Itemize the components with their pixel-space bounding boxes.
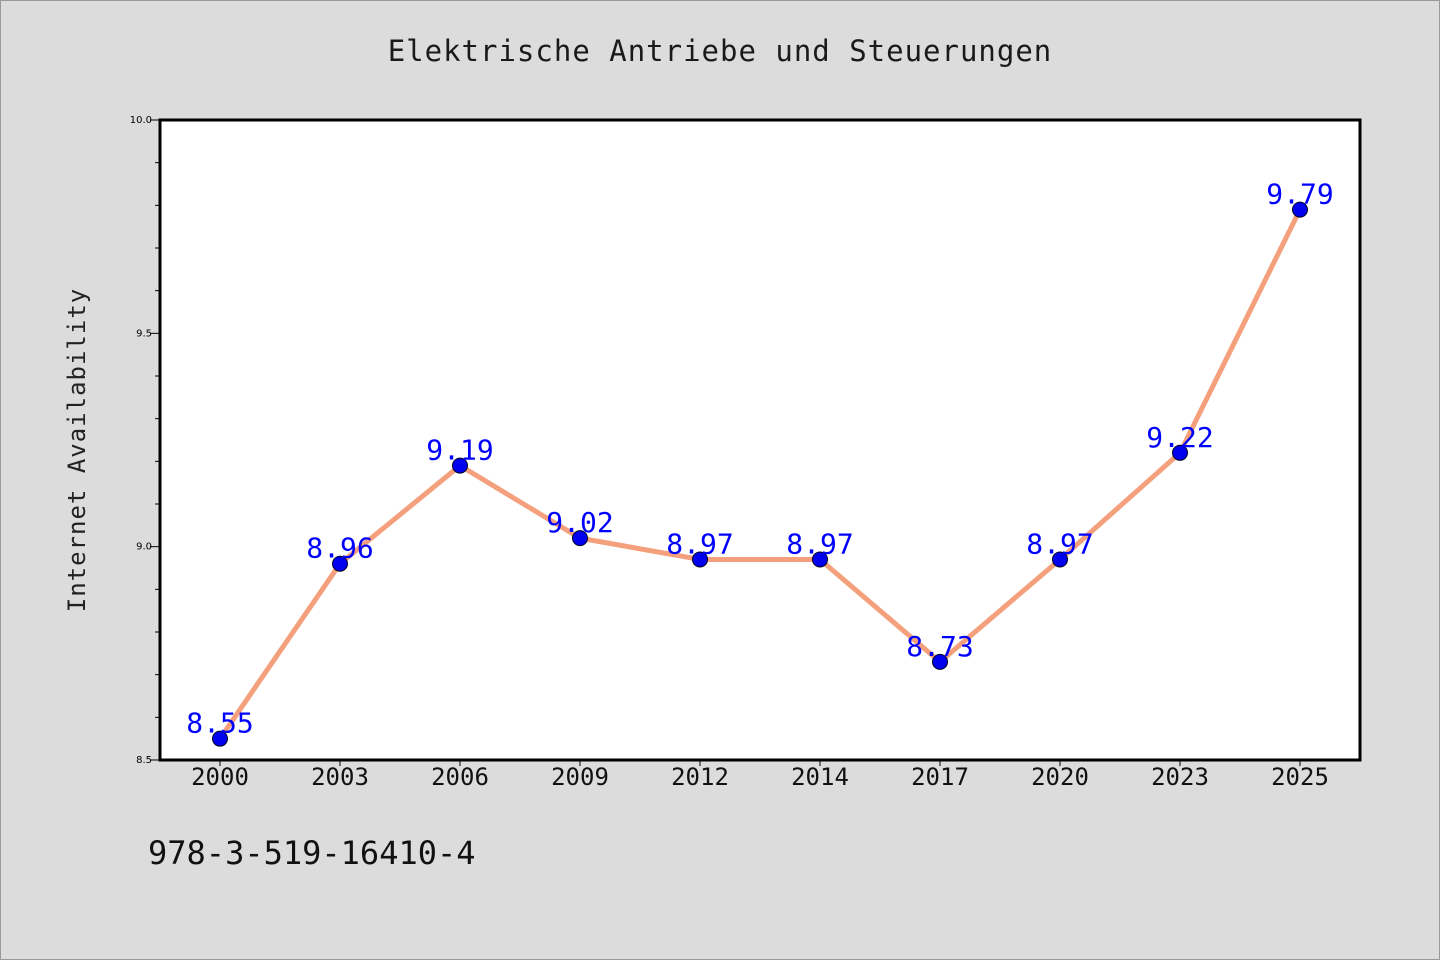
data-label: 8.97	[786, 527, 853, 560]
data-point	[1052, 551, 1068, 568]
x-tick-label: 2023	[1151, 763, 1209, 791]
x-tick-label: 2017	[911, 763, 969, 791]
data-point	[1172, 444, 1188, 461]
data-label: 9.02	[546, 506, 613, 539]
data-label: 8.73	[906, 630, 973, 663]
isbn-text: 978-3-519-16410-4	[148, 834, 476, 872]
y-tick-label: 9.5	[136, 328, 152, 339]
x-tick-label: 2020	[1031, 763, 1089, 791]
data-label: 8.97	[666, 527, 733, 560]
x-tick-label: 2003	[311, 763, 369, 791]
x-tick-label: 2014	[791, 763, 849, 791]
data-label: 9.79	[1266, 178, 1333, 211]
data-point	[932, 653, 948, 670]
data-label: 9.19	[426, 434, 493, 467]
data-point	[692, 551, 708, 568]
data-point	[1292, 201, 1308, 218]
data-markers	[212, 201, 1308, 747]
x-tick-label: 2009	[551, 763, 609, 791]
data-point	[452, 457, 468, 474]
data-point	[212, 730, 228, 747]
y-axis-ticks: 8.5 9.0 9.5 10.0	[130, 115, 160, 766]
data-label: 8.97	[1026, 527, 1093, 560]
plot-area	[160, 120, 1360, 760]
plot-border	[158, 118, 1362, 762]
x-tick-label: 2012	[671, 763, 729, 791]
data-point	[332, 555, 348, 572]
data-label: 8.96	[306, 532, 373, 565]
data-point	[812, 551, 828, 568]
x-axis-ticks: 2000 2003 2006 2009 2012 2014 2017 2020 2023 2025	[191, 760, 1329, 791]
x-tick-label: 2000	[191, 763, 249, 791]
x-tick-label: 2025	[1271, 763, 1329, 791]
data-label: 8.55	[186, 707, 253, 740]
y-axis-label: Internet Availability	[63, 288, 91, 612]
chart-title: Elektrische Antriebe und Steuerungen	[387, 34, 1053, 68]
y-tick-label: 8.5	[136, 755, 152, 766]
y-tick-label: 10.0	[130, 115, 152, 126]
y-tick-label: 9.0	[136, 542, 152, 553]
series-line	[217, 208, 1303, 741]
data-labels: 8.55 8.96 9.19 9.02 8.97 8.97 8.73 8.97 9.22 9.79	[186, 178, 1333, 740]
x-tick-label: 2006	[431, 763, 489, 791]
data-point	[572, 530, 588, 547]
data-label: 9.22	[1146, 421, 1213, 454]
